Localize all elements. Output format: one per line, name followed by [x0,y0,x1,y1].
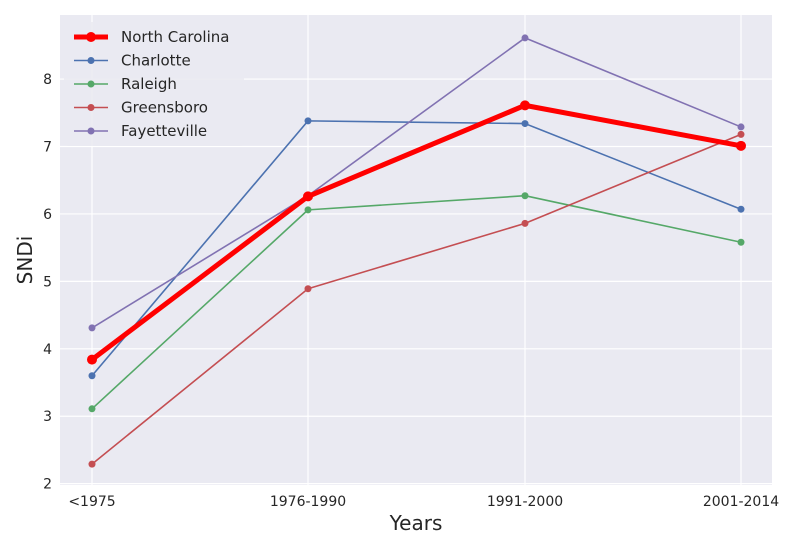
x-axis-ticks: <1975 1976-1990 1991-2000 2001-2014 [68,494,779,510]
data-point [737,130,745,138]
series-line [91,120,742,377]
data-point [88,405,96,413]
data-point [520,100,530,111]
data-point [521,219,529,227]
legend-item: North Carolina [74,28,229,46]
y-tick-label: 2 [43,477,52,493]
legend-marker [87,104,95,111]
y-tick-label: 7 [43,139,52,155]
data-point [303,191,313,202]
legend-item: Raleigh [74,75,177,93]
y-tick-label: 4 [43,342,52,358]
data-point [737,123,745,131]
y-axis-ticks: 2 3 4 5 6 7 8 [43,72,52,493]
data-point [88,460,96,468]
x-tick-label: 1991-2000 [487,494,563,510]
data-point [521,120,529,128]
data-point [304,206,312,214]
series-line [91,37,742,329]
series-charlotte [88,117,745,380]
legend-label: Charlotte [121,52,191,70]
y-tick-label: 8 [43,72,52,88]
data-point [304,285,312,293]
x-tick-label: <1975 [68,494,115,510]
data-point [304,117,312,125]
data-point [737,205,745,213]
legend-item: Fayetteville [74,122,207,140]
data-point [87,354,97,365]
legend-label: Fayetteville [121,122,207,140]
x-tick-label: 1976-1990 [270,494,346,510]
legend-box [64,22,244,146]
x-tick-label: 2001-2014 [703,494,779,510]
legend-marker [87,127,95,135]
series-line [91,133,742,465]
legend-item: Greensboro [74,99,208,117]
series-north-carolina [87,100,746,365]
y-tick-label: 6 [43,207,52,223]
legend-label: North Carolina [121,28,229,46]
x-axis-label: Years [389,511,443,535]
legend-label: Greensboro [121,99,208,117]
series-raleigh [88,192,745,413]
data-point [521,34,529,42]
data-point [737,238,745,246]
legend: North Carolina Charlotte Raleigh Greensboro… [64,22,244,146]
data-point [736,140,746,151]
legend-marker [86,32,96,42]
legend-item: Charlotte [74,52,191,70]
legend-marker [87,80,95,88]
series-line [90,102,742,362]
data-point [88,324,96,332]
legend-label: Raleigh [121,75,177,93]
series-greensboro [88,130,745,468]
series-group [87,34,746,468]
series-line [91,194,742,410]
data-point [88,372,96,380]
data-point [521,192,529,200]
y-tick-label: 5 [43,274,52,290]
y-tick-label: 3 [43,409,52,425]
legend-marker [87,57,95,64]
y-axis-label: SNDi [13,236,37,285]
